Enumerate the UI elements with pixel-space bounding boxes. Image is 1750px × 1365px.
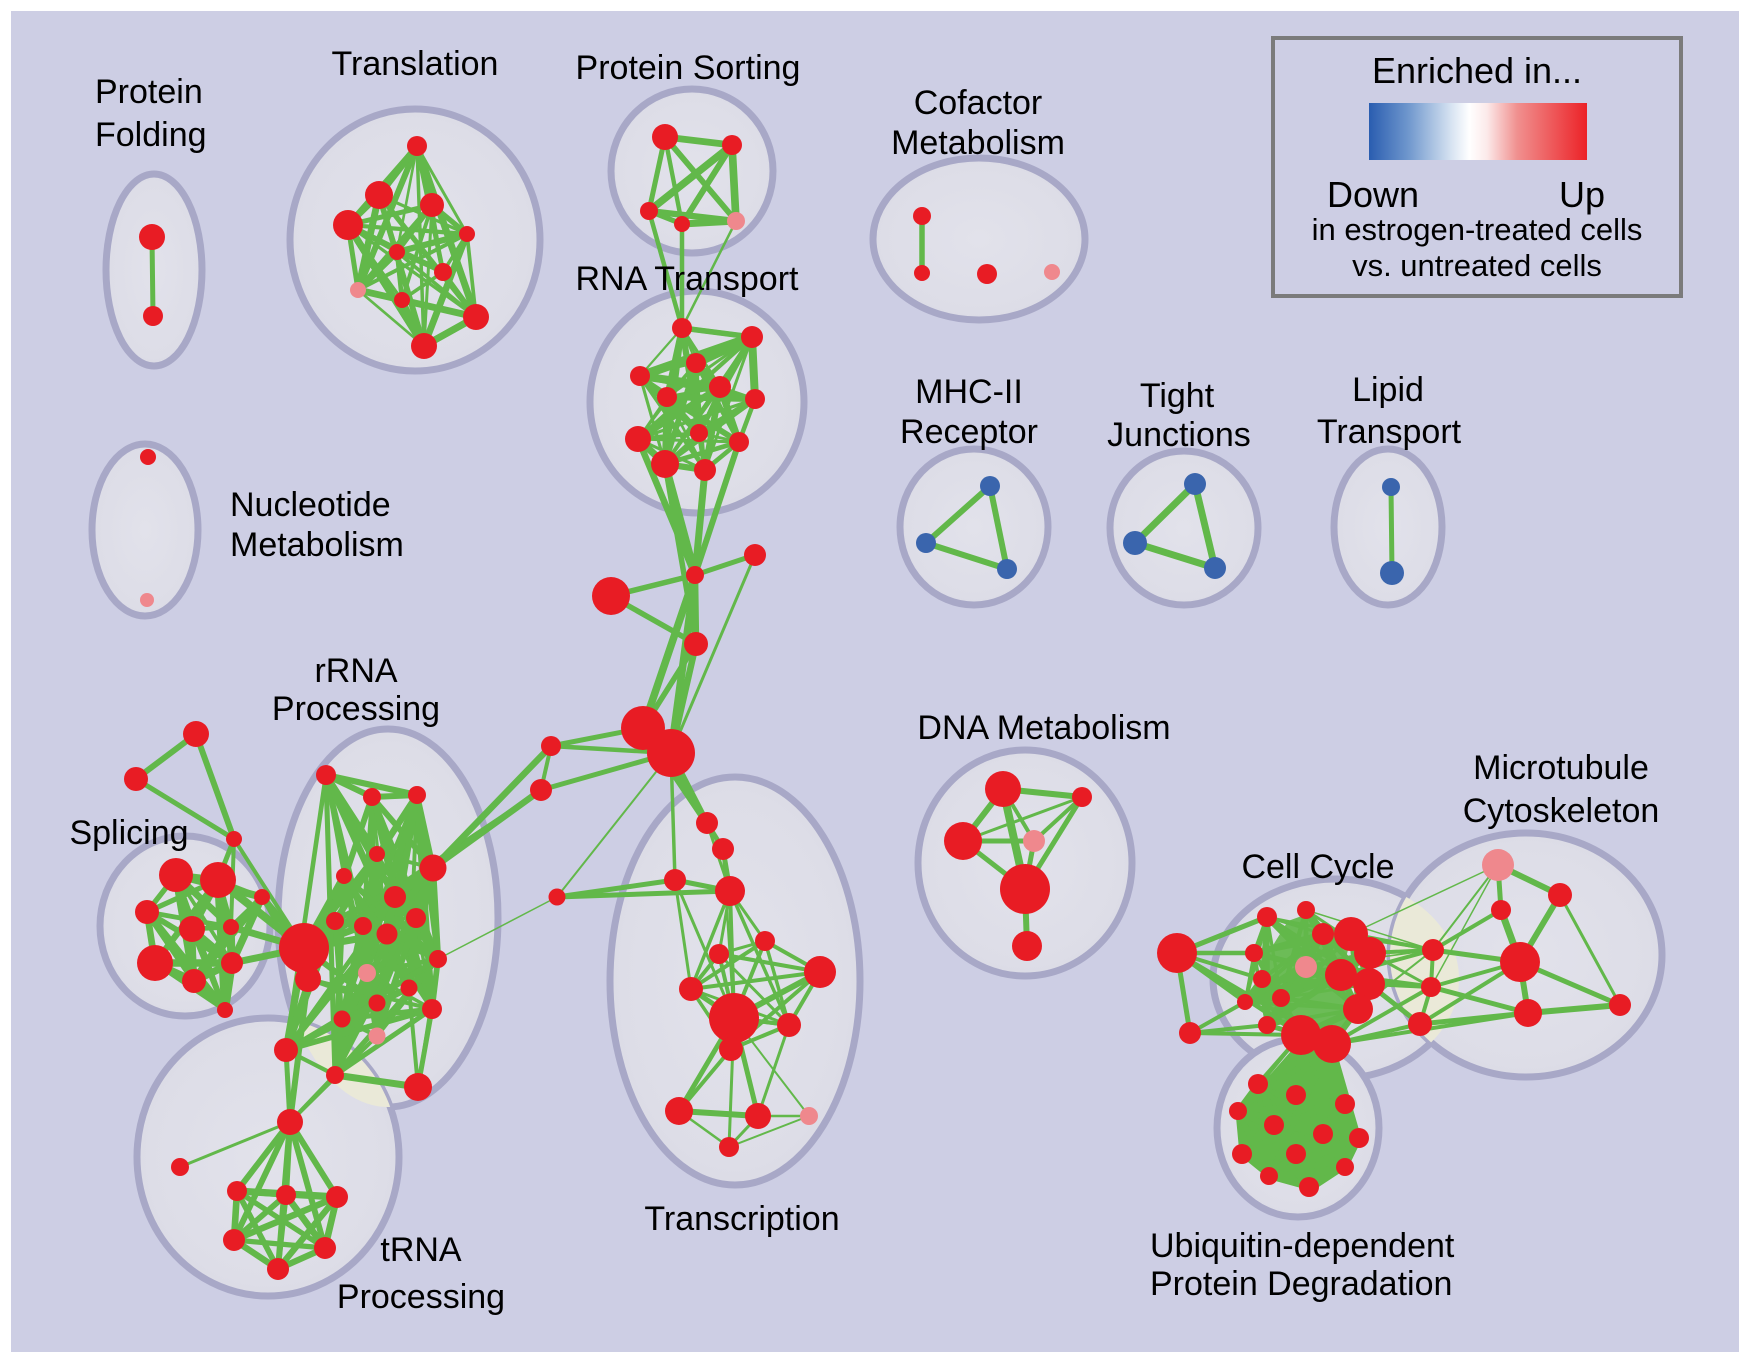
svg-text:Protein: Protein xyxy=(95,73,203,111)
svg-text:Cytoskeleton: Cytoskeleton xyxy=(1463,792,1660,830)
svg-text:in estrogen-treated cells: in estrogen-treated cells xyxy=(1312,212,1643,247)
svg-text:DNA Metabolism: DNA Metabolism xyxy=(917,709,1170,747)
svg-text:Cofactor: Cofactor xyxy=(914,84,1043,122)
svg-text:Protein Sorting: Protein Sorting xyxy=(576,49,801,87)
svg-text:Processing: Processing xyxy=(337,1278,505,1316)
svg-text:vs. untreated cells: vs. untreated cells xyxy=(1352,248,1602,283)
svg-text:Ubiquitin-dependent: Ubiquitin-dependent xyxy=(1150,1227,1455,1265)
svg-text:Processing: Processing xyxy=(272,690,440,728)
svg-text:Lipid: Lipid xyxy=(1352,371,1424,409)
svg-text:Cell Cycle: Cell Cycle xyxy=(1241,848,1394,886)
svg-text:Down: Down xyxy=(1327,174,1419,215)
svg-text:Nucleotide: Nucleotide xyxy=(230,486,391,524)
svg-text:RNA Transport: RNA Transport xyxy=(576,260,800,298)
svg-text:Translation: Translation xyxy=(332,45,499,83)
svg-text:Folding: Folding xyxy=(95,116,207,154)
svg-text:Up: Up xyxy=(1559,174,1605,215)
svg-text:Tight: Tight xyxy=(1140,377,1215,415)
svg-text:Protein Degradation: Protein Degradation xyxy=(1150,1265,1452,1303)
svg-text:tRNA: tRNA xyxy=(380,1231,462,1269)
svg-text:MHC-II: MHC-II xyxy=(915,373,1023,411)
svg-text:Transcription: Transcription xyxy=(644,1200,839,1238)
svg-text:rRNA: rRNA xyxy=(314,652,397,690)
svg-text:Transport: Transport xyxy=(1317,413,1462,451)
svg-text:Enriched in...: Enriched in... xyxy=(1372,50,1582,91)
svg-text:Receptor: Receptor xyxy=(900,413,1038,451)
svg-text:Metabolism: Metabolism xyxy=(891,124,1065,162)
svg-text:Metabolism: Metabolism xyxy=(230,526,404,564)
svg-text:Microtubule: Microtubule xyxy=(1473,749,1649,787)
svg-text:Junctions: Junctions xyxy=(1107,416,1251,454)
svg-text:Splicing: Splicing xyxy=(69,814,188,852)
